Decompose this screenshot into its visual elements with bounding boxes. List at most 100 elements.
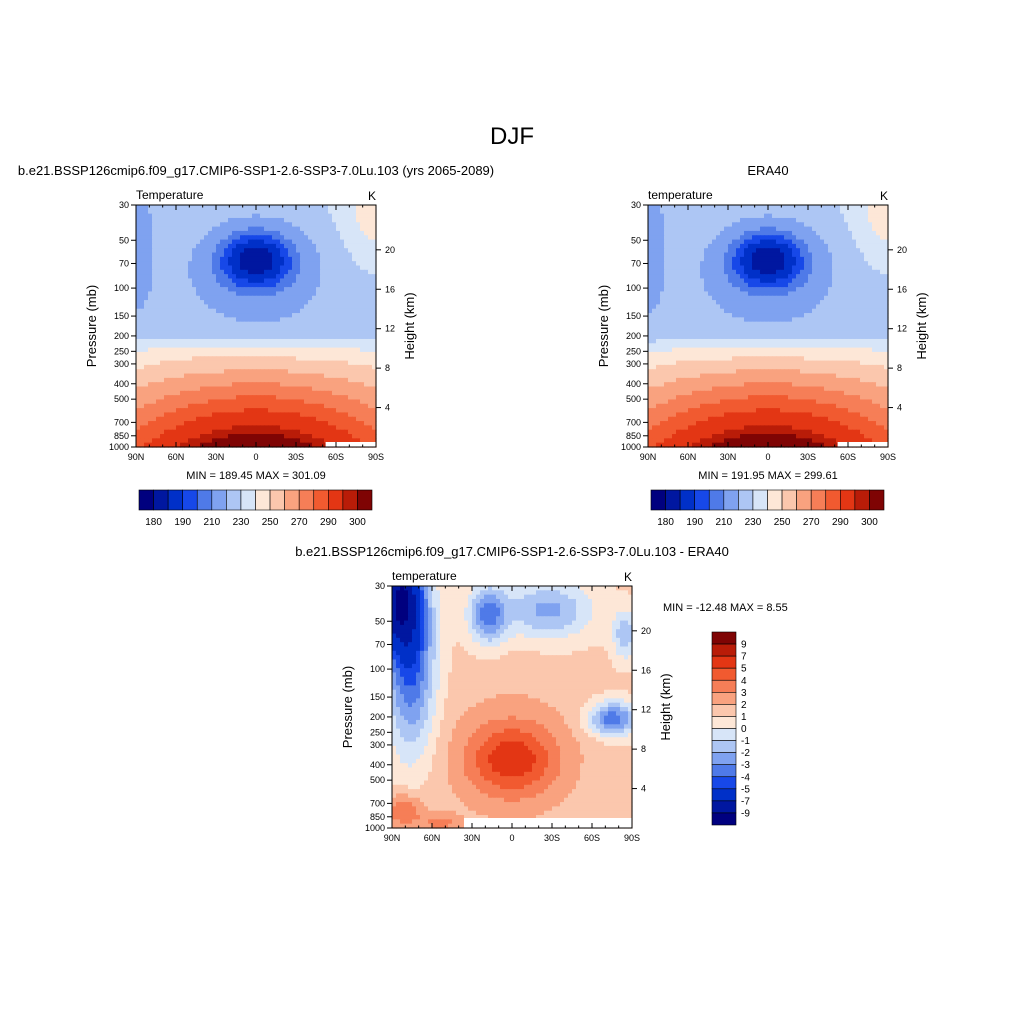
contour-cell: [784, 261, 789, 267]
contour-cell: [352, 205, 357, 210]
contour-cell: [244, 261, 249, 267]
contour-cell: [316, 408, 321, 414]
contour-cell: [680, 222, 685, 228]
contour-cell: [224, 356, 229, 362]
contour-cell: [676, 291, 681, 297]
contour-cell: [148, 343, 153, 349]
contour-cell: [792, 291, 797, 297]
contour-cell: [248, 265, 253, 271]
contour-cell: [232, 412, 237, 418]
contour-cell: [364, 252, 369, 258]
contour-cell: [360, 360, 365, 366]
contour-cell: [160, 261, 165, 267]
contour-cell: [372, 360, 377, 366]
contour-cell: [816, 256, 821, 262]
contour-cell: [280, 395, 285, 401]
contour-cell: [300, 291, 305, 297]
contour-cell: [272, 252, 277, 258]
contour-cell: [372, 412, 377, 418]
contour-cell: [824, 256, 829, 262]
contour-cell: [212, 356, 217, 362]
contour-cell: [340, 274, 345, 280]
contour-cell: [224, 213, 229, 219]
contour-cell: [260, 291, 265, 297]
contour-cell: [832, 209, 837, 215]
contour-cell: [364, 390, 369, 396]
contour-cell: [164, 291, 169, 297]
contour-cell: [720, 274, 725, 280]
contour-cell: [728, 213, 733, 219]
contour-cell: [184, 356, 189, 362]
contour-cell: [252, 230, 257, 236]
contour-cell: [160, 308, 165, 314]
contour-cell: [764, 304, 769, 310]
contour-cell: [752, 226, 757, 232]
contour-cell: [136, 248, 141, 254]
contour-cell: [320, 403, 325, 409]
contour-cell: [676, 300, 681, 305]
contour-cell: [180, 334, 185, 340]
contour-cell: [840, 205, 845, 210]
contour-cell: [672, 230, 677, 236]
contour-cell: [756, 209, 761, 215]
contour-cell: [164, 252, 169, 258]
contour-cell: [756, 252, 761, 258]
contour-cell: [276, 226, 281, 232]
contour-cell: [876, 213, 881, 219]
contour-cell: [756, 256, 761, 262]
contour-cell: [196, 403, 201, 409]
contour-cell: [372, 274, 377, 280]
contour-cell: [204, 326, 209, 331]
contour-cell: [784, 230, 789, 236]
contour-cell: [868, 256, 873, 262]
contour-cell: [188, 317, 193, 323]
contour-cell: [272, 434, 277, 439]
contour-cell: [308, 243, 313, 249]
contour-cell: [300, 205, 305, 210]
contour-cell: [292, 282, 297, 288]
contour-cell: [716, 248, 721, 254]
contour-cell: [144, 369, 149, 375]
contour-cell: [220, 248, 225, 254]
contour-cell: [216, 334, 221, 340]
contour-cell: [312, 269, 317, 275]
contour-cell: [152, 395, 157, 401]
contour-cell: [148, 226, 153, 232]
contour-cell: [308, 364, 313, 370]
contour-cell: [688, 230, 693, 236]
contour-cell: [700, 226, 705, 232]
contour-cell: [856, 209, 861, 215]
contour-cell: [268, 243, 273, 249]
contour-cell: [232, 338, 237, 344]
contour-cell: [204, 317, 209, 323]
contour-cell: [808, 256, 813, 262]
contour-cell: [156, 438, 161, 444]
contour-cell: [300, 252, 305, 258]
contour-cell: [860, 282, 865, 288]
contour-cell: [136, 356, 141, 362]
contour-cell: [328, 300, 333, 305]
contour-cell: [828, 252, 833, 258]
contour-cell: [352, 377, 357, 383]
contour-cell: [852, 213, 857, 219]
contour-cell: [792, 269, 797, 275]
contour-cell: [352, 438, 357, 444]
contour-cell: [336, 304, 341, 310]
contour-cell: [208, 230, 213, 236]
contour-cell: [208, 347, 213, 353]
contour-cell: [160, 239, 165, 245]
contour-cell: [312, 295, 317, 301]
contour-cell: [220, 308, 225, 314]
contour-cell: [188, 252, 193, 258]
contour-cell: [168, 278, 173, 284]
contour-cell: [196, 274, 201, 280]
contour-cell: [260, 412, 265, 418]
contour-cell: [180, 209, 185, 215]
contour-cell: [344, 356, 349, 362]
contour-cell: [700, 274, 705, 280]
contour-cell: [212, 248, 217, 254]
contour-cell: [288, 421, 293, 426]
contour-cell: [276, 343, 281, 349]
contour-cell: [360, 330, 365, 336]
contour-cell: [688, 209, 693, 215]
